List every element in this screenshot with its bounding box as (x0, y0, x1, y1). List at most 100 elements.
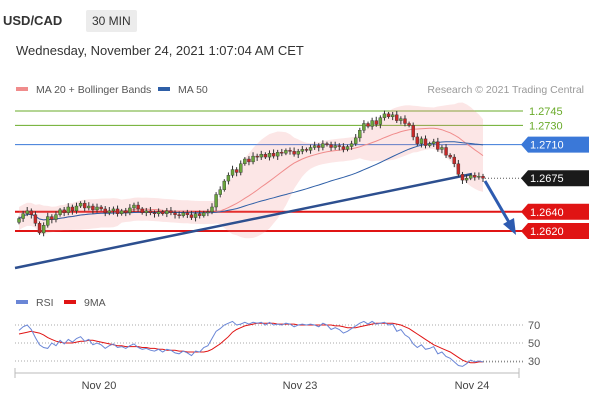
candle-body (366, 123, 370, 127)
level-tag (521, 170, 589, 187)
candle-body (21, 213, 25, 219)
level-label: 1.2745 (529, 106, 563, 118)
candle-body (452, 156, 456, 165)
candle-body (140, 208, 144, 213)
candle-body (333, 145, 337, 148)
candle-body (390, 114, 395, 117)
level-labels: 1.2745 1.2730 1.2710 1.2675 1.2640 1.2620 (521, 106, 589, 239)
rsi-tick-label: 70 (528, 320, 540, 332)
candle-body (403, 118, 407, 124)
ma50-line (18, 141, 484, 221)
candle-body (128, 207, 132, 213)
candle-body (251, 155, 255, 163)
candle-body (386, 113, 391, 117)
level-tag (521, 223, 589, 239)
candle-body (148, 210, 153, 213)
candle-body (136, 204, 140, 210)
candle-body (54, 214, 58, 220)
ma20-legend-swatch (16, 87, 28, 91)
candle-body (58, 209, 62, 215)
x-tick-label: Nov 24 (455, 380, 490, 392)
candle-body (46, 216, 50, 226)
forecast-arrow-head (503, 218, 516, 235)
candle-body (395, 114, 399, 121)
candle-body (173, 212, 177, 215)
ma20-legend-label: MA 20 + Bollinger Bands (36, 84, 151, 96)
candle-body (275, 152, 280, 157)
candle-body (78, 202, 83, 207)
candle-body (440, 147, 444, 150)
candle-body (460, 174, 465, 181)
candle-body (161, 211, 165, 214)
date-label: Wednesday, November 24, 2021 1:07:04 AM … (16, 43, 304, 58)
candle-body (70, 206, 75, 212)
candle-body (111, 208, 116, 212)
candle-body (296, 151, 300, 155)
candle-body (349, 143, 354, 147)
candle-body (226, 175, 231, 182)
candle-body (255, 155, 259, 158)
bollinger-bands (18, 102, 484, 239)
candle-body (243, 158, 247, 165)
candle-body (119, 210, 124, 214)
rsi-panel: 70 50 30 (15, 320, 540, 368)
x-tick-label: Nov 20 (82, 380, 117, 392)
rsi-ma-legend-swatch (64, 300, 76, 304)
candle-body (185, 212, 190, 215)
candle-body (300, 149, 305, 152)
candle-body (165, 210, 169, 214)
timeframe-badge[interactable]: 30 MIN (86, 10, 137, 32)
candle-body (95, 206, 99, 211)
candle-body (341, 146, 346, 150)
candle-body (87, 205, 91, 209)
candle-body (115, 208, 120, 214)
rsi-ma-legend-label: 9MA (84, 297, 106, 309)
price-legend: MA 20 + Bollinger Bands MA 50 (16, 84, 208, 96)
candle-body (382, 113, 387, 118)
candle-body (321, 143, 325, 148)
candle-body (132, 204, 136, 209)
candle-body (177, 214, 181, 216)
rsi-legend-label: RSI (36, 297, 54, 309)
symbol-label: USD/CAD (3, 13, 63, 28)
candle-body (419, 138, 424, 144)
candle-body (99, 206, 103, 210)
candle-body (284, 150, 288, 154)
candle-body (74, 205, 79, 212)
candle-body (325, 143, 329, 145)
candle-body (156, 211, 161, 214)
candle-body (432, 141, 436, 144)
credit-text: Research © 2021 Trading Central (427, 84, 584, 96)
candle-body (152, 212, 157, 214)
candle-body (210, 206, 214, 212)
candle-body (481, 176, 485, 179)
candle-body (411, 125, 415, 138)
bollinger-band-fill (19, 102, 483, 239)
rsi-tick-label: 30 (528, 356, 540, 368)
time-axis: Nov 20 Nov 23 Nov 24 (14, 368, 520, 392)
candle-body (91, 205, 95, 211)
candle-body (218, 189, 222, 195)
candle-body (234, 169, 239, 173)
candle-body (247, 158, 251, 163)
candle-body (464, 177, 469, 181)
ma50-path (18, 141, 484, 221)
candle-body (263, 153, 268, 158)
candle-body (259, 153, 263, 158)
rsi-legend-swatch (16, 300, 28, 304)
candle-body (329, 144, 333, 148)
level-label: 1.2730 (529, 120, 563, 132)
candle-body (304, 149, 309, 151)
candle-body (82, 202, 87, 209)
candle-body (66, 206, 70, 213)
candle-body (25, 210, 29, 214)
candle-body (189, 214, 194, 218)
candle-body (308, 147, 313, 151)
candle-body (317, 145, 321, 148)
ma50-legend-swatch (158, 87, 170, 91)
ma50-legend-label: MA 50 (178, 84, 208, 96)
candle-body (193, 213, 198, 218)
candle-body (202, 212, 206, 216)
